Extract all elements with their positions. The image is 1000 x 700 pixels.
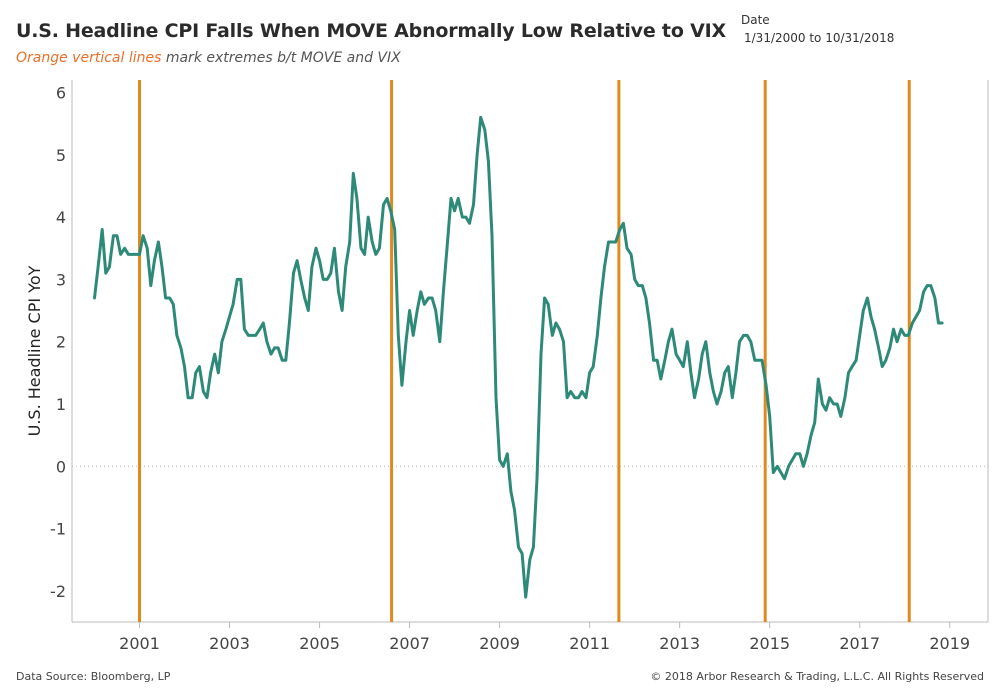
date-filter-label: Date bbox=[741, 13, 770, 27]
y-tick-label: 1 bbox=[56, 395, 66, 414]
subtitle-accent: Orange vertical lines bbox=[16, 50, 162, 66]
chart-series bbox=[93, 115, 944, 599]
data-source: Data Source: Bloomberg, LP bbox=[16, 670, 171, 683]
x-tick-label: 2009 bbox=[479, 634, 520, 653]
chart-title: U.S. Headline CPI Falls When MOVE Abnorm… bbox=[16, 20, 726, 42]
y-tick-label: 4 bbox=[56, 208, 66, 227]
y-tick-label: -1 bbox=[50, 520, 66, 539]
y-tick-label: 6 bbox=[56, 83, 66, 102]
y-tick-label: 0 bbox=[56, 457, 66, 476]
chart-subtitle: Orange vertical lines mark extremes b/t … bbox=[16, 50, 401, 66]
x-tick-label: 2001 bbox=[119, 634, 160, 653]
copyright: © 2018 Arbor Research & Trading, L.L.C. … bbox=[650, 670, 984, 683]
y-tick-label: -2 bbox=[50, 582, 66, 601]
y-tick-label: 5 bbox=[56, 146, 66, 165]
x-tick-label: 2019 bbox=[929, 634, 970, 653]
x-tick-label: 2017 bbox=[839, 634, 880, 653]
chart-labels: -2 -1 0 1 2 3 4 5 6 2001 2003 2005 2007 2009 2011 2013 2… bbox=[25, 83, 970, 653]
y-axis-label: U.S. Headline CPI YoY bbox=[25, 265, 44, 436]
subtitle-rest: mark extremes b/t MOVE and VIX bbox=[165, 50, 401, 66]
cpi-series-line bbox=[93, 115, 944, 599]
extreme-markers bbox=[138, 80, 911, 622]
x-tick-label: 2003 bbox=[209, 634, 250, 653]
date-filter-range[interactable]: 1/31/2000 to 10/31/2018 bbox=[744, 31, 895, 45]
x-tick-label: 2015 bbox=[749, 634, 790, 653]
x-tick-label: 2011 bbox=[569, 634, 610, 653]
y-tick-label: 2 bbox=[56, 333, 66, 352]
x-tick-label: 2013 bbox=[659, 634, 700, 653]
x-tick-label: 2005 bbox=[299, 634, 340, 653]
x-tick-label: 2007 bbox=[389, 634, 430, 653]
y-tick-label: 3 bbox=[56, 270, 66, 289]
chart-axes bbox=[71, 80, 989, 628]
